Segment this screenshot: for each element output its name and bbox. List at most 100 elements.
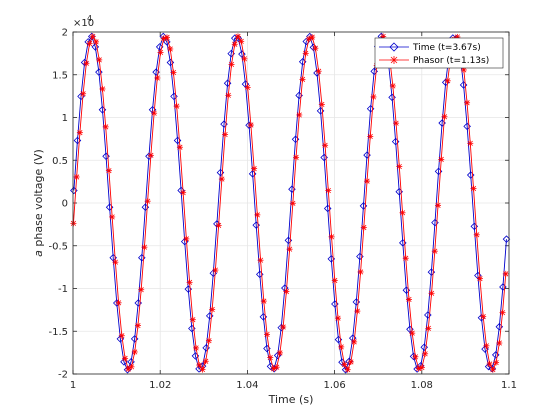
x-tick-labels: 1 1.02 1.04 1.06 1.08 1.1 — [70, 380, 517, 391]
data-point-star — [367, 133, 374, 140]
data-point-star — [122, 355, 129, 362]
data-point-star — [302, 50, 309, 57]
data-point-star — [125, 366, 132, 373]
data-point-star — [212, 267, 219, 274]
data-point-star — [238, 38, 245, 45]
data-point-star — [293, 154, 300, 161]
y-tick-label: 0 — [62, 199, 68, 210]
data-point-star — [251, 165, 258, 172]
data-point-star — [76, 129, 83, 136]
data-point-star — [222, 131, 229, 138]
data-point-star — [341, 361, 348, 368]
data-point-diamond — [166, 58, 175, 67]
y-tick-label: 1.5 — [52, 70, 68, 81]
x-tick-label: 1.1 — [501, 380, 517, 391]
data-point-star — [218, 176, 225, 183]
legend-marker-time — [389, 42, 399, 52]
y-tick-label: -1.5 — [48, 327, 68, 338]
data-point-star — [438, 156, 445, 163]
data-point-star — [128, 363, 135, 370]
data-point-star — [289, 200, 296, 207]
data-point-star — [399, 209, 406, 216]
data-point-star — [309, 34, 316, 41]
y-exponent-power: 4 — [87, 14, 92, 23]
axes-box — [72, 31, 510, 375]
data-point-star — [273, 364, 280, 371]
data-point-star — [473, 231, 480, 238]
data-point-star — [276, 349, 283, 356]
data-point-star — [96, 56, 103, 63]
data-point-star — [118, 332, 125, 339]
data-point-star — [435, 202, 442, 209]
legend: Time (t=3.67s) Phasor (t=1.13s) — [374, 37, 504, 69]
data-point-diamond — [238, 50, 246, 58]
data-point-star — [209, 306, 216, 313]
data-point-star — [205, 337, 212, 344]
data-point-star — [418, 364, 425, 371]
data-point-star — [280, 323, 287, 330]
data-point-star — [170, 69, 177, 76]
data-point-star — [86, 40, 93, 47]
data-point-star — [264, 331, 271, 338]
data-point-star — [312, 45, 319, 52]
legend-entry-phasor: Phasor (t=1.13s) — [379, 56, 489, 66]
data-point-star — [99, 85, 106, 92]
legend-label-time: Time (t=3.67s) — [412, 43, 481, 53]
data-point-star — [144, 198, 151, 205]
data-point-star — [231, 41, 238, 48]
data-point-star — [364, 178, 371, 185]
data-point-star — [470, 185, 477, 192]
y-axis-label: a phase voltage (V) — [32, 149, 45, 257]
data-point-star — [109, 213, 116, 220]
data-point-star — [180, 189, 187, 196]
data-point-star — [402, 255, 409, 262]
data-point-star — [393, 120, 400, 127]
data-point-star — [154, 74, 161, 81]
data-point-star — [476, 275, 483, 282]
data-point-star — [489, 366, 496, 373]
y-tick-label: -2 — [58, 370, 68, 381]
x-tick-label: 1.04 — [236, 380, 258, 391]
x-tick-label: 1.02 — [149, 380, 171, 391]
data-point-star — [134, 322, 141, 329]
data-point-star — [286, 246, 293, 253]
x-tick-label: 1.08 — [411, 380, 433, 391]
data-point-star — [422, 350, 429, 357]
data-point-star — [241, 55, 248, 62]
data-point-star — [196, 362, 203, 369]
data-point-star — [70, 220, 77, 227]
data-point-star — [102, 123, 109, 130]
data-point-star — [105, 167, 112, 174]
data-point-star — [173, 103, 180, 110]
data-point-star — [499, 309, 506, 316]
y-tick-label: -1 — [58, 284, 68, 295]
data-point-star — [138, 286, 145, 293]
y-exponent-base: ×10 — [73, 18, 94, 29]
data-point-diamond — [98, 106, 107, 114]
data-point-diamond — [170, 92, 178, 101]
y-axis-label-rest: phase voltage (V) — [32, 149, 45, 250]
y-tick-label: 0.5 — [52, 156, 68, 167]
data-point-star — [415, 365, 422, 372]
data-point-star — [189, 316, 196, 323]
data-point-star — [315, 68, 322, 75]
x-axis-label: Time (s) — [268, 393, 314, 406]
data-point-star — [151, 110, 158, 117]
data-point-star — [389, 82, 396, 89]
data-point-star — [267, 354, 274, 361]
data-point-star — [370, 93, 377, 100]
data-point-star — [80, 90, 87, 97]
series-line — [73, 35, 507, 371]
data-point-star — [444, 77, 451, 84]
data-point-star — [234, 33, 241, 40]
y-tick-labels: -2 -1.5 -1 -0.5 0 0.5 1 1.5 2 — [48, 28, 68, 381]
data-point-star — [147, 152, 154, 159]
data-point-star — [464, 99, 471, 106]
legend-label-phasor: Phasor (t=1.13s) — [413, 56, 489, 66]
data-point-star — [351, 338, 358, 345]
data-point-star — [396, 163, 403, 170]
data-point-star — [73, 173, 80, 180]
data-point-star — [228, 61, 235, 68]
data-point-star — [338, 343, 345, 350]
